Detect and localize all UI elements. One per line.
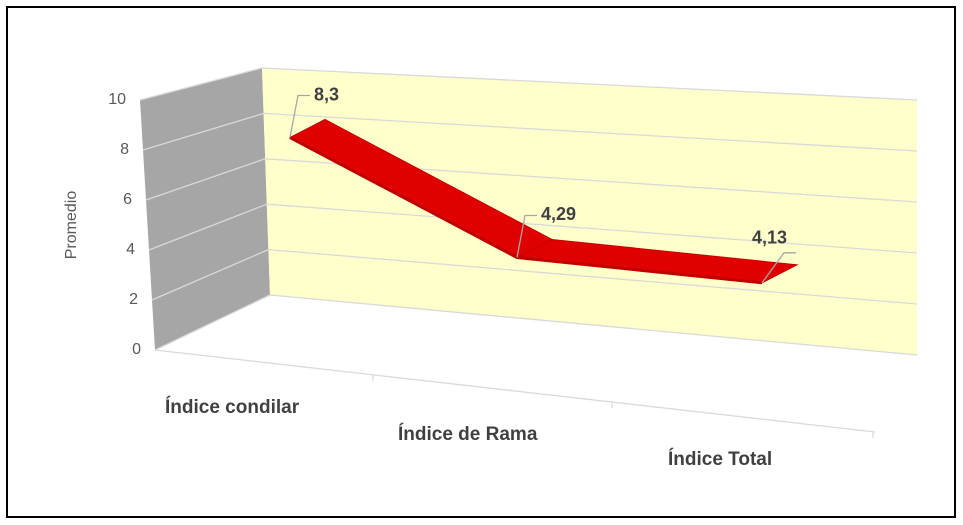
grid-line (151, 249, 269, 301)
leader-line (516, 214, 537, 258)
y-axis-label: Promedio (63, 191, 80, 260)
y-tick-label: 4 (126, 241, 135, 258)
y-tick-label: 2 (129, 291, 138, 308)
leader-line (761, 252, 796, 284)
y-tick-label: 10 (108, 91, 126, 108)
grid-line (261, 67, 918, 101)
grid-line (145, 158, 266, 201)
leader-line (289, 94, 310, 138)
y-tick-label: 8 (120, 141, 129, 158)
grid-line (268, 248, 918, 305)
grid-line (154, 294, 271, 351)
grid-line (139, 67, 263, 101)
x-tick-label: Índice de Rama (398, 423, 538, 445)
grid-line (266, 203, 918, 254)
grid-line (148, 203, 268, 251)
x-tick-label: Índice Total (668, 448, 772, 470)
x-tick-label: Índice condilar (165, 396, 300, 418)
grid-line (269, 294, 918, 356)
x-axis (154, 349, 876, 433)
data-label: 8,3 (314, 84, 339, 104)
side-wall (140, 68, 270, 350)
y-tick-label: 6 (123, 191, 132, 208)
grid-line (263, 112, 918, 152)
data-label: 4,29 (541, 204, 576, 224)
grid-line (142, 112, 264, 151)
y-tick-label: 0 (132, 341, 141, 358)
data-label: 4,13 (752, 228, 787, 248)
